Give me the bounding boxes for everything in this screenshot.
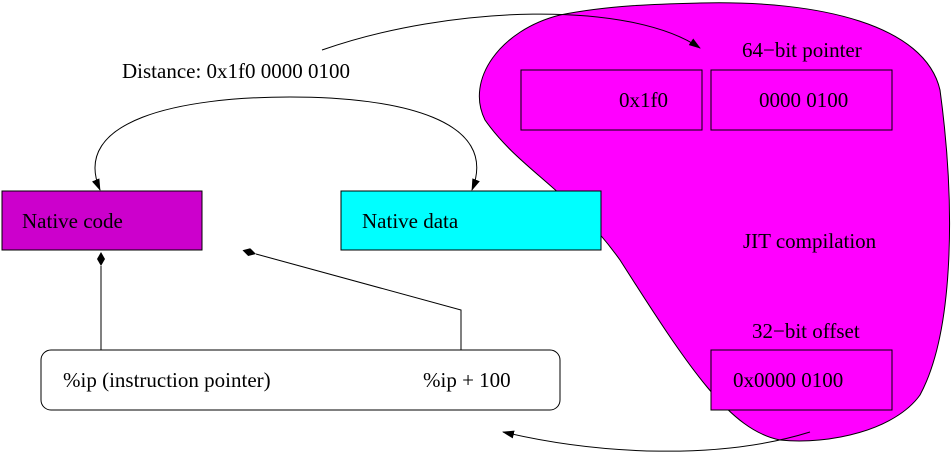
- pointer-64-label: 64−bit pointer: [742, 38, 862, 62]
- offset-value: 0x0000 0100: [733, 368, 844, 392]
- offset-box: [710, 349, 893, 411]
- high-bits-box: [520, 69, 703, 131]
- native-data-box: [340, 190, 602, 251]
- jit-label: JIT compilation: [743, 229, 877, 253]
- high-bits-value: 0x1f0: [619, 88, 668, 112]
- ip-label: %ip (instruction pointer): [63, 368, 271, 392]
- ip-plus-label: %ip + 100: [423, 368, 511, 392]
- offset-arrow: [502, 430, 811, 452]
- ip-plus-line: [242, 248, 462, 350]
- low-bits-box: [710, 69, 893, 131]
- distance-arrow: [321, 13, 701, 51]
- distance-label: Distance: 0x1f0 0000 0100: [122, 59, 351, 83]
- low-bits-value: 0000 0100: [759, 88, 849, 112]
- offset-32-label: 32−bit offset: [752, 319, 860, 343]
- native-data-label: Native data: [362, 209, 459, 233]
- native-code-box: [1, 190, 203, 251]
- native-code-label: Native code: [22, 209, 123, 233]
- instruction-pointer-box: [40, 349, 561, 411]
- code-data-arc-left: [92, 96, 291, 191]
- code-data-arc-right: [289, 96, 480, 191]
